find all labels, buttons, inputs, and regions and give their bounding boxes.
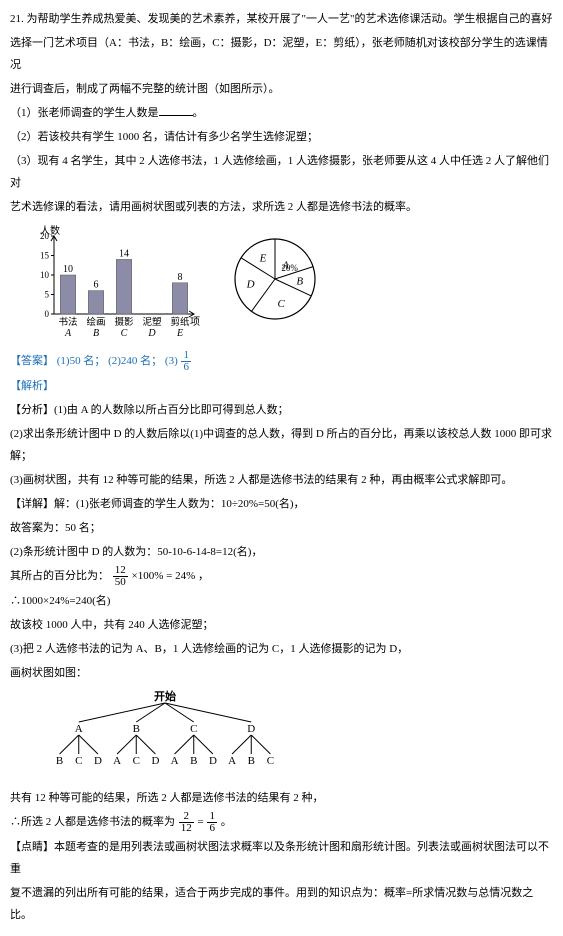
after-tree-1: 共有 12 种等可能的结果，所选 2 人都是选修书法的结果有 2 种，	[10, 787, 553, 809]
svg-text:B: B	[248, 755, 255, 767]
t2-eq: =	[198, 816, 204, 828]
t2-post: 。	[221, 816, 232, 828]
dj-label: 【点睛】	[10, 841, 54, 853]
pie-chart: ABCDE20%	[220, 224, 330, 334]
svg-text:C: C	[121, 328, 128, 339]
svg-text:A: A	[228, 755, 236, 767]
svg-text:摄影: 摄影	[114, 316, 134, 328]
q1-end: 。	[193, 107, 204, 119]
svg-text:D: D	[151, 755, 159, 767]
fx-line2: (2)求出条形统计图中 D 的人数后除以(1)中调查的总人数，得到 D 所占的百…	[10, 423, 553, 467]
svg-text:D: D	[247, 723, 255, 735]
analysis-label: 【解析】	[10, 375, 553, 397]
svg-text:E: E	[259, 252, 267, 264]
question-line-2: 选择一门艺术项目（A：书法，B：绘画，C：摄影，D：泥塑，E：剪纸），张老师随机…	[10, 32, 553, 76]
svg-text:6: 6	[94, 280, 99, 291]
svg-text:书法: 书法	[58, 316, 77, 328]
fx-line3: (3)画树状图，共有 12 种等可能的结果，所选 2 人都是选修书法的结果有 2…	[10, 469, 553, 491]
q3-line-a: （3）现有 4 名学生，其中 2 人选修书法，1 人选修绘画，1 人选修摄影，张…	[10, 150, 553, 194]
dj-l1: 本题考查的是用列表法或画树状图法求概率以及条形统计图和扇形统计图。列表法或画树状…	[10, 841, 549, 875]
xj-line1: 【详解】解：(1)张老师调查的学生人数为：10÷20%=50(名)，	[10, 493, 553, 515]
svg-text:D: D	[147, 328, 156, 339]
t2-frac2: 16	[207, 811, 217, 834]
svg-text:10: 10	[40, 270, 50, 280]
tree-diagram: 开始ABCDBACDCABDDABC	[50, 690, 280, 775]
svg-text:C: C	[75, 755, 82, 767]
xj-label: 【详解】	[10, 498, 54, 510]
xj2b-frac: 1250	[113, 565, 128, 588]
dj-line2: 复不遗漏的列出所有可能的结果，适合于两步完成的事件。用到的知识点为：概率=所求情…	[10, 882, 553, 926]
q3-line-b: 艺术选修课的看法，请用画树状图或列表的方法，求所选 2 人都是选修书法的概率。	[10, 196, 553, 218]
dj-line1: 【点睛】本题考查的是用列表法或画树状图法求概率以及条形统计图和扇形统计图。列表法…	[10, 836, 553, 880]
svg-text:C: C	[190, 723, 197, 735]
svg-text:20: 20	[40, 231, 50, 241]
answer-3-frac: 16	[181, 350, 191, 373]
svg-text:C: C	[267, 755, 274, 767]
svg-text:C: C	[133, 755, 140, 767]
after-tree-2: ∴所选 2 人都是选修书法的概率为 212 = 16 。	[10, 811, 553, 834]
svg-text:项目: 项目	[190, 316, 200, 328]
svg-text:5: 5	[45, 290, 50, 300]
xj-line2c: ∴1000×24%=240(名)	[10, 590, 553, 612]
svg-text:C: C	[278, 298, 286, 310]
svg-text:绘画: 绘画	[86, 316, 105, 328]
xj-line2d: 故该校 1000 人中，共有 240 人选修泥塑；	[10, 614, 553, 636]
svg-text:B: B	[93, 328, 99, 339]
svg-text:A: A	[171, 755, 179, 767]
answer-label: 【答案】	[10, 355, 54, 367]
question-line-3: 进行调查后，制成了两幅不完整的统计图（如图所示）。	[10, 78, 553, 100]
q1-text: （1）张老师调查的学生人数是	[10, 107, 159, 119]
answer-3-prefix: (3)	[165, 355, 178, 367]
svg-text:20%: 20%	[281, 263, 298, 273]
t2-frac1: 212	[179, 811, 194, 834]
svg-text:14: 14	[119, 248, 129, 259]
svg-text:泥塑: 泥塑	[142, 316, 162, 328]
svg-text:A: A	[64, 328, 72, 339]
svg-text:D: D	[246, 279, 255, 291]
svg-text:E: E	[176, 328, 183, 339]
xj-line1b: 故答案为：50 名；	[10, 517, 553, 539]
q-number: 21.	[10, 13, 27, 25]
fx-line1: 【分析】(1)由 A 的人数除以所占百分比即可得到总人数；	[10, 399, 553, 421]
question-line-1: 21. 为帮助学生养成热爱美、发现美的艺术素养，某校开展了"一人一艺"的艺术选修…	[10, 8, 553, 30]
svg-text:15: 15	[40, 251, 50, 261]
svg-text:开始: 开始	[154, 690, 176, 703]
q1-line: （1）张老师调查的学生人数是 。	[10, 102, 553, 124]
xj-line2b: 其所占的百分比为： 1250 ×100% = 24% ，	[10, 565, 553, 588]
bar-chart: 人数项目0510152010书法A6绘画B14摄影C泥塑D8剪纸E	[30, 224, 200, 344]
fx1: (1)由 A 的人数除以所占百分比即可得到总人数；	[54, 404, 289, 416]
svg-text:8: 8	[178, 272, 183, 283]
svg-text:B: B	[190, 755, 197, 767]
q2-line: （2）若该校共有学生 1000 名，请估计有多少名学生选修泥塑；	[10, 126, 553, 148]
q-body1: 为帮助学生养成热爱美、发现美的艺术素养，某校开展了"一人一艺"的艺术选修课活动。…	[27, 13, 553, 25]
answer-1: (1)50 名；	[57, 355, 106, 367]
xj-line2: (2)条形统计图中 D 的人数为：50-10-6-14-8=12(名)，	[10, 541, 553, 563]
answer-2: (2)240 名；	[108, 355, 162, 367]
t2-pre: ∴所选 2 人都是选修书法的概率为	[10, 816, 175, 828]
svg-text:B: B	[296, 276, 303, 288]
fx-label: 【分析】	[10, 404, 54, 416]
svg-text:10: 10	[63, 264, 73, 275]
xj2b-post: ×100% = 24% ，	[132, 570, 209, 582]
svg-text:D: D	[94, 755, 102, 767]
svg-text:B: B	[133, 723, 140, 735]
svg-text:D: D	[209, 755, 217, 767]
svg-text:A: A	[113, 755, 121, 767]
blank-fill	[159, 105, 193, 116]
xj1: 解：(1)张老师调查的学生人数为：10÷20%=50(名)，	[54, 498, 305, 510]
svg-text:A: A	[75, 723, 83, 735]
xj-line3: (3)把 2 人选修书法的记为 A、B，1 人选修绘画的记为 C，1 人选修摄影…	[10, 638, 553, 660]
svg-text:B: B	[56, 755, 63, 767]
charts-row: 人数项目0510152010书法A6绘画B14摄影C泥塑D8剪纸E ABCDE2…	[30, 224, 553, 344]
xj2b-pre: 其所占的百分比为：	[10, 570, 109, 582]
answer-line: 【答案】 (1)50 名； (2)240 名； (3) 16	[10, 350, 553, 373]
svg-text:0: 0	[45, 309, 50, 319]
xj-line3b: 画树状图如图：	[10, 662, 553, 684]
svg-text:剪纸: 剪纸	[170, 316, 190, 328]
